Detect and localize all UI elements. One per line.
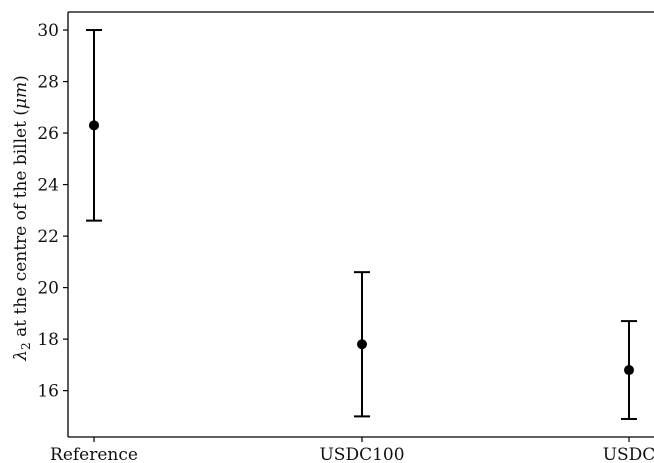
y-axis-label: λ2 at the centre of the billet (μm) bbox=[11, 75, 33, 362]
axes bbox=[67, 11, 654, 438]
x-tick-label: Reference bbox=[50, 445, 138, 463]
y-ticks: 16 18 20 22 24 26 28 30 bbox=[37, 21, 68, 402]
y-tick-label: 22 bbox=[37, 227, 59, 247]
data-marks bbox=[86, 29, 637, 420]
y-tick-label: 28 bbox=[37, 73, 59, 93]
y-tick-label: 26 bbox=[37, 124, 59, 144]
x-tick-label: USDC100 bbox=[319, 445, 404, 463]
x-ticks: Reference USDC100 USDC bbox=[50, 437, 654, 463]
y-axis-label-unit: μm bbox=[11, 82, 31, 109]
data-point bbox=[89, 120, 99, 131]
y-axis-label-text: at the centre of the billet ( bbox=[11, 109, 31, 342]
y-axis-label-symbol: λ bbox=[11, 350, 31, 362]
y-tick-label: 16 bbox=[37, 382, 59, 402]
y-tick-label: 30 bbox=[37, 21, 59, 41]
y-tick-label: 24 bbox=[37, 176, 59, 196]
y-axis-label-subscript: 2 bbox=[19, 342, 33, 350]
y-tick-label: 18 bbox=[37, 330, 59, 350]
y-tick-label: 20 bbox=[37, 279, 59, 299]
x-tick-label: USDC bbox=[603, 445, 654, 463]
y-axis-label-close: ) bbox=[11, 75, 31, 82]
data-point bbox=[624, 365, 634, 376]
data-point bbox=[357, 339, 367, 350]
